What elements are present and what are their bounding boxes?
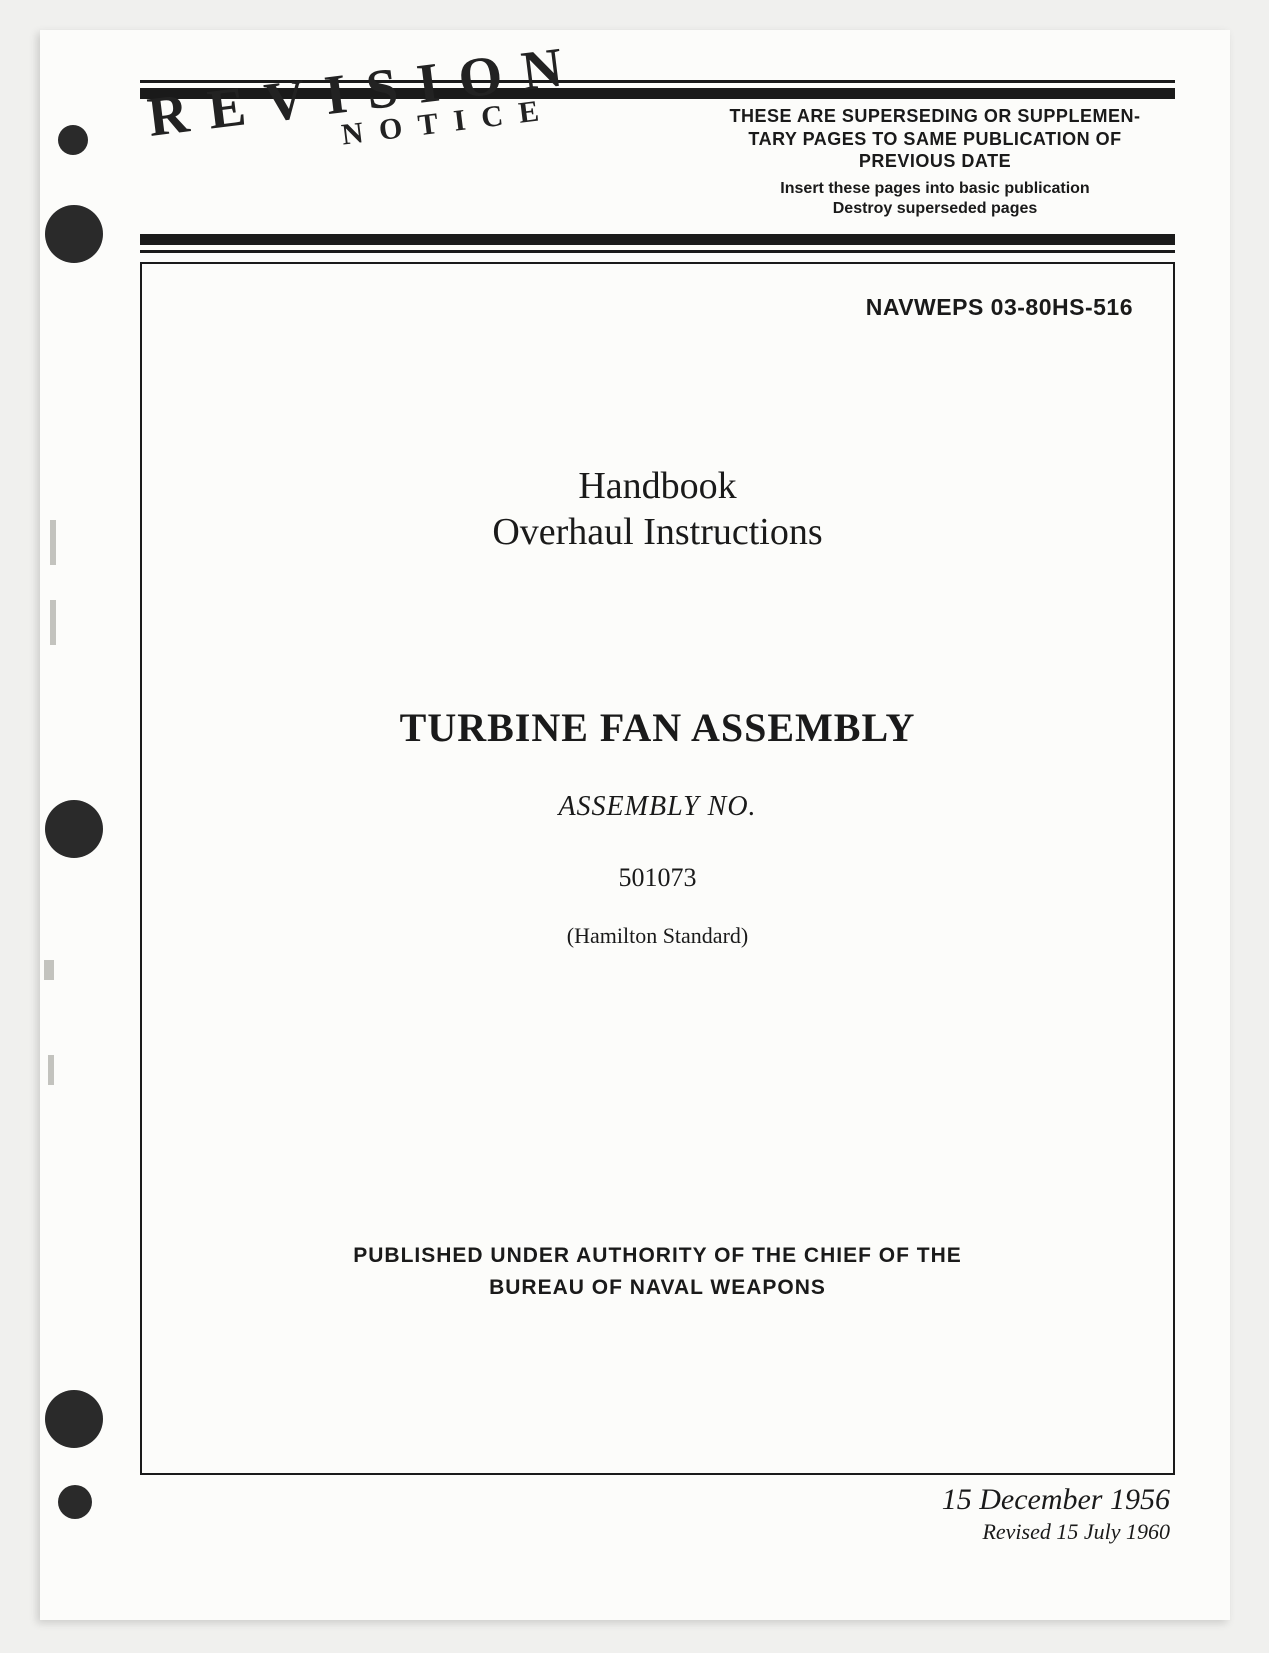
dates-block: 15 December 1956 Revised 15 July 1960: [942, 1483, 1170, 1545]
title-line2: Overhaul Instructions: [142, 510, 1173, 554]
title-block: Handbook Overhaul Instructions TURBINE F…: [142, 464, 1173, 949]
punch-hole: [58, 125, 88, 155]
revision-notice-stamp: REVISION NOTICE: [145, 37, 589, 176]
revised-date: Revised 15 July 1960: [942, 1519, 1170, 1545]
superseding-line: PREVIOUS DATE: [700, 150, 1170, 173]
document-id: NAVWEPS 03-80HS-516: [866, 294, 1133, 321]
superseding-line: TARY PAGES TO SAME PUBLICATION OF: [700, 128, 1170, 151]
subject-title: TURBINE FAN ASSEMBLY: [142, 704, 1173, 751]
superseding-instruction: Insert these pages into basic publicatio…: [700, 179, 1170, 199]
content-frame: NAVWEPS 03-80HS-516 Handbook Overhaul In…: [140, 262, 1175, 1475]
punch-hole: [45, 800, 103, 858]
assembly-no-label: ASSEMBLY NO.: [142, 791, 1173, 823]
binding-mark: [48, 1055, 54, 1085]
punch-hole: [45, 1390, 103, 1448]
binding-mark: [50, 520, 56, 565]
publication-authority: PUBLISHED UNDER AUTHORITY OF THE CHIEF O…: [142, 1240, 1173, 1303]
binding-mark: [50, 600, 56, 645]
authority-line: PUBLISHED UNDER AUTHORITY OF THE CHIEF O…: [142, 1240, 1173, 1272]
superseding-line: THESE ARE SUPERSEDING OR SUPPLEMEN-: [700, 105, 1170, 128]
punch-hole: [45, 205, 103, 263]
superseding-block: THESE ARE SUPERSEDING OR SUPPLEMEN- TARY…: [700, 105, 1170, 219]
assembly-no-value: 501073: [142, 863, 1173, 893]
manufacturer: (Hamilton Standard): [142, 923, 1173, 949]
superseding-instruction: Destroy superseded pages: [700, 199, 1170, 219]
punch-hole: [58, 1485, 92, 1519]
original-date: 15 December 1956: [942, 1483, 1170, 1517]
binding-mark: [44, 960, 54, 980]
page: REVISION NOTICE THESE ARE SUPERSEDING OR…: [40, 30, 1230, 1620]
mid-rules: [140, 234, 1175, 253]
authority-line: BUREAU OF NAVAL WEAPONS: [142, 1272, 1173, 1304]
title-line1: Handbook: [142, 464, 1173, 508]
